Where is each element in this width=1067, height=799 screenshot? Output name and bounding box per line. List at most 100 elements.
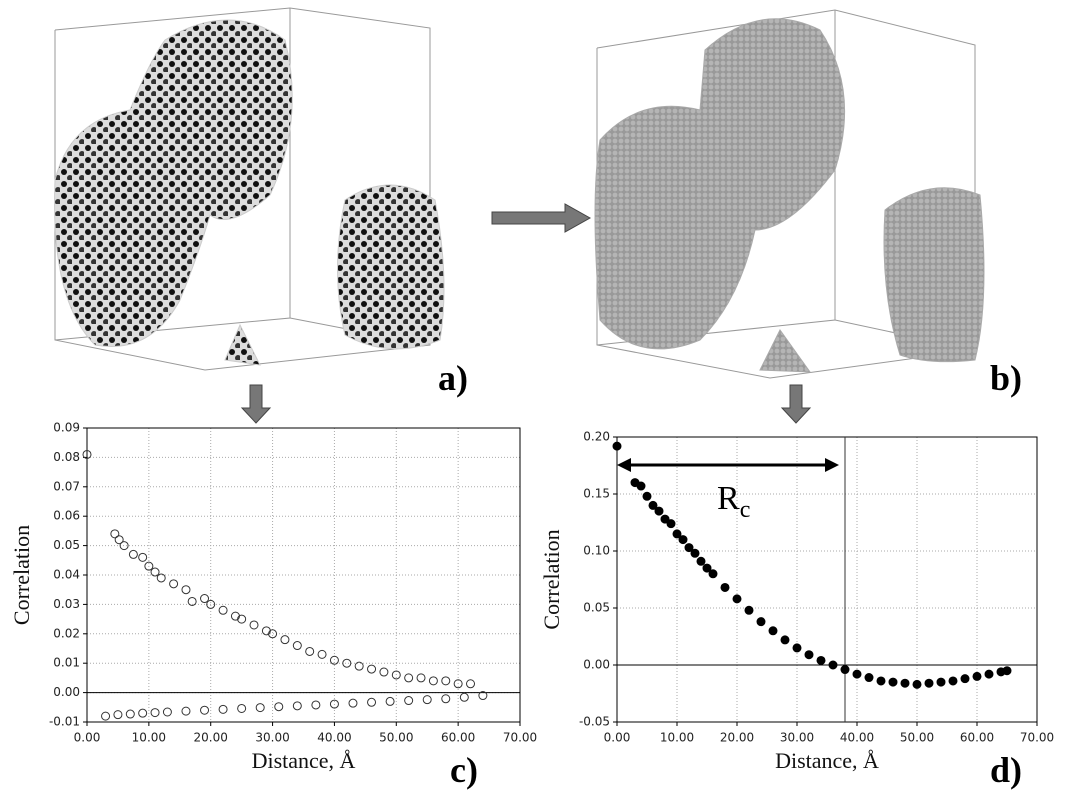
data-point: [342, 658, 352, 668]
panel-label: b): [990, 358, 1022, 398]
data-point: [912, 679, 922, 689]
x-tick-label: 70.00: [1020, 731, 1054, 745]
data-point: [684, 543, 694, 553]
y-axis-title: Correlation: [539, 529, 564, 629]
data-point: [144, 561, 154, 571]
data-point: [391, 670, 401, 680]
y-tick-label: 0.01: [53, 656, 80, 670]
data-point: [612, 441, 622, 451]
data-point: [348, 698, 358, 708]
data-point: [311, 700, 321, 710]
data-point: [702, 563, 712, 573]
data-point: [441, 676, 451, 686]
data-point: [385, 696, 395, 706]
data-point: [230, 611, 240, 621]
data-point: [864, 673, 874, 683]
annotation: Rc: [717, 480, 750, 523]
data-point: [237, 614, 247, 624]
data-point: [678, 535, 688, 545]
data-point: [354, 661, 364, 671]
x-tick-label: 0.00: [74, 731, 101, 745]
y-tick-label: 0.05: [53, 538, 80, 552]
data-point: [367, 664, 377, 674]
arrows: [240, 203, 812, 424]
data-point: [268, 629, 278, 639]
data-point: [696, 556, 706, 566]
y-tick-label: 0.02: [53, 626, 80, 640]
y-tick-label: 0.07: [53, 479, 80, 493]
data-point: [255, 703, 265, 713]
data-point: [329, 699, 339, 709]
data-point: [181, 706, 191, 716]
arrow-head: [825, 458, 839, 472]
x-tick-label: 10.00: [660, 731, 694, 745]
data-point: [636, 481, 646, 491]
data-point: [181, 585, 191, 595]
data-point: [367, 697, 377, 707]
data-point: [690, 548, 700, 558]
data-point: [660, 514, 670, 524]
data-point: [200, 594, 210, 604]
y-tick-label: 0.15: [583, 487, 610, 501]
y-tick-label: 0.00: [53, 685, 80, 699]
y-axis-title: Correlation: [9, 525, 34, 625]
data-point: [428, 676, 438, 686]
data-point: [936, 677, 946, 687]
data-point: [948, 676, 958, 686]
data-point: [672, 529, 682, 539]
data-point: [642, 491, 652, 501]
x-tick-label: 60.00: [441, 731, 475, 745]
data-point: [218, 704, 228, 714]
data-point: [648, 500, 658, 510]
data-point: [828, 660, 838, 670]
data-point: [840, 665, 850, 675]
y-tick-label: 0.03: [53, 597, 80, 611]
data-point: [804, 650, 814, 660]
data-point: [261, 626, 271, 636]
data-point: [984, 669, 994, 679]
arrow-head: [617, 458, 631, 472]
plot-frame: [616, 436, 1038, 723]
panel-label: c): [450, 750, 478, 790]
annotation-text: R: [717, 480, 740, 517]
data-point: [280, 635, 290, 645]
data-point: [218, 605, 228, 615]
data-point: [466, 679, 476, 689]
data-point: [900, 678, 910, 688]
data-point: [317, 649, 327, 659]
data-point: [441, 694, 451, 704]
x-tick-label: 30.00: [255, 731, 289, 745]
x-tick-label: 70.00: [503, 731, 537, 745]
y-tick-label: 0.04: [53, 568, 80, 582]
data-point: [852, 669, 862, 679]
data-point: [125, 709, 135, 719]
x-tick-label: 50.00: [900, 731, 934, 745]
data-point: [404, 673, 414, 683]
data-point: [114, 535, 124, 545]
data-point: [274, 702, 284, 712]
data-point: [453, 679, 463, 689]
y-tick-label: 0.08: [53, 450, 80, 464]
y-tick-label: 0.00: [583, 658, 610, 672]
x-tick-label: 20.00: [720, 731, 754, 745]
y-tick-label: 0.05: [583, 601, 610, 615]
y-tick-label: 0.20: [583, 430, 610, 444]
structure-b: [594, 9, 985, 379]
data-point: [744, 605, 754, 615]
data-point: [162, 707, 172, 717]
plot-frame: [86, 427, 521, 723]
x-tick-label: 60.00: [960, 731, 994, 745]
data-point: [292, 641, 302, 651]
x-axis-title: Distance, Å: [252, 748, 356, 773]
x-tick-label: 40.00: [840, 731, 874, 745]
data-point: [101, 711, 111, 721]
data-point: [924, 678, 934, 688]
x-tick-label: 0.00: [604, 731, 631, 745]
data-point: [459, 692, 469, 702]
data-point: [237, 703, 247, 713]
structure-a: [54, 7, 445, 371]
data-point: [292, 701, 302, 711]
data-point: [478, 691, 488, 701]
data-point: [708, 569, 718, 579]
